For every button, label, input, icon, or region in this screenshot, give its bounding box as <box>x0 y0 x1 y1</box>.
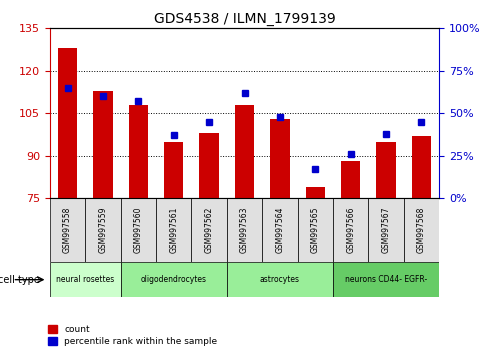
Bar <box>341 161 360 198</box>
Text: GSM997565: GSM997565 <box>311 207 320 253</box>
Text: GSM997564: GSM997564 <box>275 207 284 253</box>
Bar <box>192 198 227 262</box>
Text: GSM997561: GSM997561 <box>169 207 178 253</box>
Text: GSM997560: GSM997560 <box>134 207 143 253</box>
Text: neurons CD44- EGFR-: neurons CD44- EGFR- <box>345 275 427 284</box>
Bar <box>305 187 325 198</box>
Text: neural rosettes: neural rosettes <box>56 275 114 284</box>
Bar <box>164 142 184 198</box>
Text: cell type: cell type <box>0 275 40 285</box>
Bar <box>412 136 431 198</box>
Text: oligodendrocytes: oligodendrocytes <box>141 275 207 284</box>
Title: GDS4538 / ILMN_1799139: GDS4538 / ILMN_1799139 <box>154 12 335 26</box>
Text: GSM997558: GSM997558 <box>63 207 72 253</box>
Text: astrocytes: astrocytes <box>260 275 300 284</box>
Text: GSM997563: GSM997563 <box>240 207 249 253</box>
Bar <box>376 142 396 198</box>
Bar <box>156 198 192 262</box>
Text: GSM997566: GSM997566 <box>346 207 355 253</box>
Bar <box>227 262 333 297</box>
Bar <box>50 198 85 262</box>
Bar <box>200 133 219 198</box>
Bar <box>227 198 262 262</box>
Bar <box>235 105 254 198</box>
Text: GSM997559: GSM997559 <box>98 207 107 253</box>
Bar <box>85 198 121 262</box>
Bar <box>50 262 121 297</box>
Bar <box>121 262 227 297</box>
Bar <box>121 198 156 262</box>
Bar <box>368 198 404 262</box>
Bar <box>297 198 333 262</box>
Bar <box>58 48 77 198</box>
Bar <box>262 198 297 262</box>
Bar <box>333 198 368 262</box>
Bar <box>333 262 439 297</box>
Bar <box>404 198 439 262</box>
Bar <box>93 91 113 198</box>
Bar <box>129 105 148 198</box>
Text: GSM997567: GSM997567 <box>382 207 391 253</box>
Bar <box>270 119 289 198</box>
Text: GSM997562: GSM997562 <box>205 207 214 253</box>
Legend: count, percentile rank within the sample: count, percentile rank within the sample <box>44 321 221 349</box>
Text: GSM997568: GSM997568 <box>417 207 426 253</box>
